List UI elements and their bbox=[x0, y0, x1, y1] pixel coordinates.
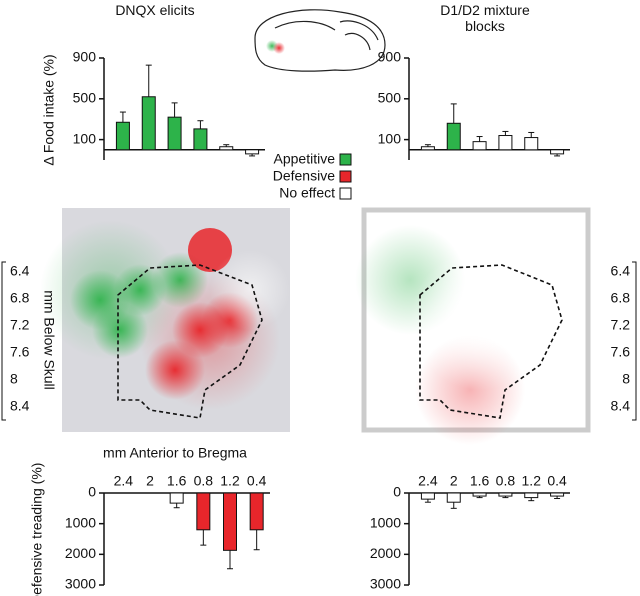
y-tick-label: 100 bbox=[378, 130, 402, 146]
y-tick-label: 0 bbox=[393, 484, 401, 500]
bar bbox=[472, 141, 487, 151]
bracket bbox=[1, 261, 6, 421]
legend-label: Defensive bbox=[273, 168, 335, 184]
bar bbox=[550, 149, 565, 155]
y-tick-label: 3000 bbox=[65, 576, 96, 592]
y-tick-label: 7.6 bbox=[611, 344, 631, 360]
outline bbox=[117, 264, 263, 419]
y-tick-label: 0 bbox=[88, 484, 96, 500]
x-tick-label: 1.2 bbox=[522, 473, 542, 489]
x-tick-label: 2.4 bbox=[418, 473, 438, 489]
y-axis-label: Δ Defensive treading (%) bbox=[29, 463, 45, 596]
x-tick-label: 1.6 bbox=[167, 473, 187, 489]
bar bbox=[550, 492, 565, 497]
x-tick-label: 0.4 bbox=[547, 473, 567, 489]
x-tick-label: 0.4 bbox=[247, 473, 267, 489]
map-blobs bbox=[355, 225, 550, 445]
bar bbox=[420, 146, 435, 151]
y-tick-label: 8.4 bbox=[10, 398, 30, 414]
bar bbox=[420, 492, 435, 500]
y-tick-label: 2000 bbox=[65, 545, 96, 561]
y-tick-label: 7.2 bbox=[611, 317, 631, 333]
y-tick-label: 6.4 bbox=[611, 263, 631, 279]
y-tick-label: 6.8 bbox=[10, 290, 30, 306]
chart-title: DNQX elicits bbox=[115, 2, 195, 18]
bracket bbox=[632, 261, 637, 421]
x-tick-label: 0.8 bbox=[194, 473, 214, 489]
x-tick-label: 2 bbox=[146, 473, 154, 489]
bar bbox=[472, 492, 487, 497]
y-tick-label: 3000 bbox=[370, 576, 401, 592]
x-tick-label: 2.4 bbox=[114, 473, 134, 489]
bar bbox=[446, 492, 461, 503]
y-tick-label: 2000 bbox=[370, 545, 401, 561]
legend-swatch bbox=[339, 153, 352, 166]
legend-label: Appetitive bbox=[274, 151, 336, 167]
bar bbox=[498, 492, 513, 497]
y-tick-label: 6.8 bbox=[611, 290, 631, 306]
y-tick-label: 900 bbox=[378, 49, 402, 65]
bar bbox=[219, 146, 234, 151]
bar bbox=[524, 492, 539, 499]
bar bbox=[169, 492, 184, 504]
y-tick-label: 7.6 bbox=[10, 344, 30, 360]
y-tick-label: 1000 bbox=[65, 514, 96, 530]
y-tick-label: 8 bbox=[10, 371, 18, 387]
legend-swatch bbox=[339, 187, 352, 200]
chart-title: D1/D2 mixture blocks bbox=[440, 2, 530, 34]
bar bbox=[141, 96, 156, 151]
y-tick-label: 7.2 bbox=[10, 317, 30, 333]
bar bbox=[446, 122, 461, 151]
legend-swatch bbox=[339, 170, 352, 183]
bar bbox=[524, 137, 539, 151]
bar bbox=[193, 128, 208, 151]
bar bbox=[249, 492, 264, 531]
x-tick-label: 1.2 bbox=[220, 473, 240, 489]
y-tick-label: 6.4 bbox=[10, 263, 30, 279]
y-tick-label: 8 bbox=[622, 371, 630, 387]
x-axis-label: mm Anterior to Bregma bbox=[103, 445, 247, 461]
bar bbox=[245, 149, 260, 155]
bar bbox=[115, 121, 130, 151]
bar bbox=[167, 116, 182, 151]
bar bbox=[223, 492, 237, 551]
y-tick-label: 100 bbox=[73, 130, 97, 146]
x-tick-label: 0.8 bbox=[496, 473, 516, 489]
y-tick-label: 1000 bbox=[370, 514, 401, 530]
x-tick-label: 1.6 bbox=[470, 473, 490, 489]
bar bbox=[196, 492, 211, 531]
legend-label: No effect bbox=[279, 185, 335, 201]
brain-sketch bbox=[254, 9, 386, 72]
y-axis-label: Δ Food intake (%) bbox=[41, 54, 57, 165]
outline bbox=[419, 264, 563, 419]
y-tick-label: 500 bbox=[378, 90, 402, 106]
x-tick-label: 2 bbox=[450, 473, 458, 489]
y-tick-label: 8.4 bbox=[611, 398, 631, 414]
y-tick-label: 900 bbox=[73, 49, 97, 65]
bar bbox=[498, 135, 513, 151]
y-tick-label: 500 bbox=[73, 90, 97, 106]
site-marker bbox=[273, 42, 285, 54]
map-blobs bbox=[40, 220, 290, 410]
y-axis-label: mm Below Skull bbox=[41, 290, 57, 390]
